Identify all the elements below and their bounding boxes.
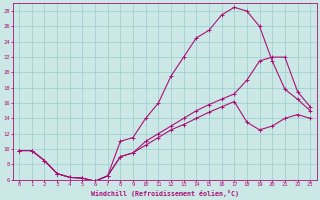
X-axis label: Windchill (Refroidissement éolien,°C): Windchill (Refroidissement éolien,°C) [91, 190, 239, 197]
